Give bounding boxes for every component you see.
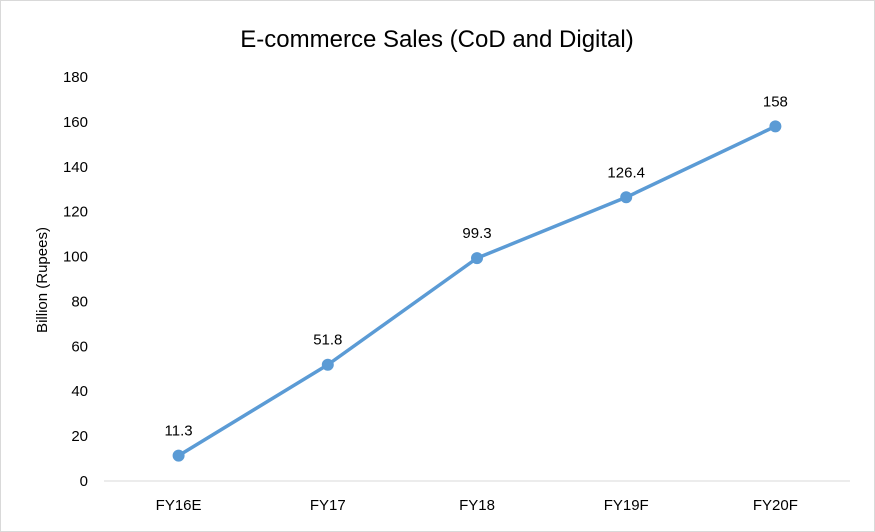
- x-axis-ticks: FY16E FY17 FY18 FY19F FY20F: [156, 497, 798, 514]
- data-point: [321, 358, 334, 371]
- y-axis-ticks: 0 20 40 60 80 100 120 140 160 180: [63, 69, 88, 490]
- y-tick-label: 160: [63, 114, 88, 131]
- y-tick-label: 0: [80, 473, 88, 490]
- y-tick-label: 40: [71, 383, 88, 400]
- data-label: 11.3: [165, 423, 193, 440]
- x-tick-label: FY16E: [156, 497, 202, 514]
- x-tick-label: FY19F: [604, 497, 649, 514]
- data-label: 51.8: [313, 332, 342, 349]
- x-tick-label: FY17: [310, 497, 346, 514]
- y-tick-label: 120: [63, 204, 88, 221]
- y-tick-label: 180: [63, 69, 88, 86]
- y-tick-label: 80: [71, 293, 88, 310]
- data-label: 158: [763, 93, 788, 110]
- data-label: 99.3: [462, 225, 491, 242]
- y-tick-label: 20: [71, 428, 88, 445]
- data-label: 126.4: [607, 164, 645, 181]
- series-group: 11.3 51.8 99.3 126.4 158: [165, 93, 788, 462]
- y-tick-label: 100: [63, 249, 88, 266]
- y-tick-label: 60: [71, 338, 88, 355]
- y-tick-label: 140: [63, 159, 88, 176]
- x-tick-label: FY18: [459, 497, 495, 514]
- data-point: [769, 120, 782, 133]
- chart-title: E-commerce Sales (CoD and Digital): [240, 26, 633, 53]
- y-axis-label: Billion (Rupees): [34, 227, 51, 333]
- series-line: [176, 124, 778, 458]
- data-point: [172, 449, 185, 462]
- data-point: [620, 191, 633, 204]
- x-tick-label: FY20F: [753, 497, 798, 514]
- data-point: [471, 252, 483, 265]
